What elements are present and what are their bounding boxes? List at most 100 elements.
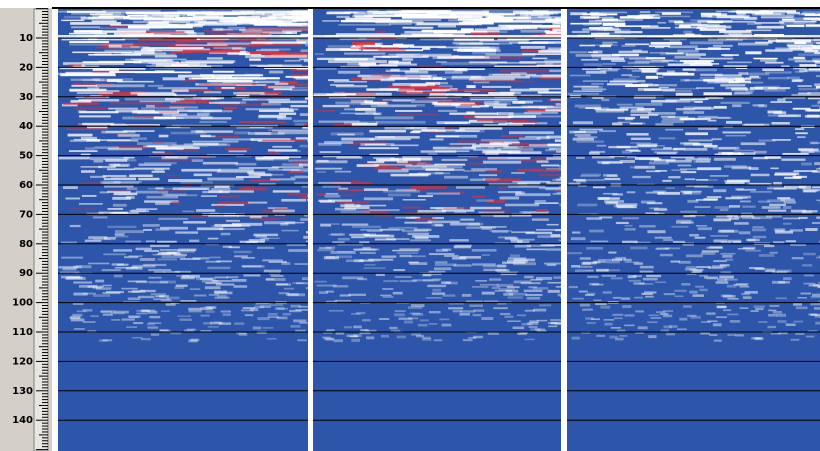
texture-streak <box>526 11 559 15</box>
texture-streak <box>446 146 463 148</box>
texture-streak <box>257 115 284 119</box>
texture-streak <box>632 275 642 278</box>
texture-streak <box>720 229 739 233</box>
texture-streak <box>79 111 119 114</box>
texture-streak <box>584 293 595 296</box>
texture-streak <box>116 263 129 266</box>
texture-streak <box>124 42 189 46</box>
texture-streak <box>256 65 308 68</box>
texture-streak <box>603 28 622 31</box>
texture-streak <box>602 22 626 26</box>
texture-streak <box>716 15 750 19</box>
texture-streak <box>175 44 228 46</box>
texture-streak <box>608 251 617 254</box>
texture-streak <box>222 245 232 248</box>
texture-streak <box>396 252 419 254</box>
texture-streak <box>281 229 299 232</box>
texture-streak <box>471 168 497 171</box>
texture-streak <box>806 335 815 338</box>
texture-streak <box>432 278 442 281</box>
texture-streak <box>209 256 221 259</box>
texture-streak <box>660 329 670 332</box>
texture-streak <box>474 56 525 59</box>
texture-streak <box>366 88 399 91</box>
texture-streak <box>453 94 487 97</box>
texture-streak <box>648 45 671 48</box>
texture-streak <box>791 93 820 97</box>
texture-streak <box>133 322 144 325</box>
texture-streak <box>699 76 727 80</box>
texture-streak <box>158 217 189 220</box>
texture-streak <box>328 233 343 236</box>
texture-streak <box>790 338 800 341</box>
texture-streak <box>239 121 286 123</box>
texture-streak <box>785 14 794 17</box>
texture-streak <box>524 275 534 279</box>
top-border <box>52 7 820 9</box>
texture-streak <box>298 305 308 308</box>
texture-streak <box>290 176 308 179</box>
texture-streak <box>137 93 177 96</box>
texture-streak <box>507 296 523 299</box>
texture-streak <box>560 190 561 193</box>
texture-streak <box>210 96 225 100</box>
texture-streak <box>546 106 561 109</box>
texture-streak <box>694 206 711 209</box>
texture-streak <box>802 188 820 192</box>
texture-streak <box>275 307 285 310</box>
texture-streak <box>95 287 112 290</box>
texture-streak <box>569 74 591 77</box>
texture-streak <box>605 201 618 205</box>
texture-streak <box>480 18 495 20</box>
texture-streak <box>727 333 736 336</box>
texture-streak <box>514 244 532 248</box>
texture-streak <box>301 277 308 281</box>
texture-streak <box>350 98 369 101</box>
texture-streak <box>719 275 734 279</box>
texture-streak <box>227 52 250 55</box>
texture-streak <box>108 44 122 48</box>
texture-streak <box>202 161 239 165</box>
texture-streak <box>390 68 400 72</box>
texture-streak <box>316 284 337 287</box>
texture-streak <box>383 190 421 193</box>
texture-streak <box>375 120 426 124</box>
ruler-label: 20 <box>19 62 33 73</box>
texture-streak <box>437 46 490 49</box>
texture-streak <box>782 222 792 225</box>
texture-streak <box>713 189 727 193</box>
texture-streak <box>158 134 169 138</box>
texture-streak <box>728 217 739 220</box>
texture-streak <box>784 176 802 179</box>
texture-streak <box>797 297 807 299</box>
texture-streak <box>524 338 535 341</box>
texture-streak <box>143 145 165 148</box>
texture-streak <box>172 187 210 190</box>
texture-streak <box>278 52 307 56</box>
texture-streak <box>752 226 764 229</box>
texture-streak <box>653 207 667 211</box>
texture-streak <box>380 334 390 338</box>
texture-streak <box>720 101 750 104</box>
texture-streak <box>82 321 96 323</box>
texture-streak <box>798 87 819 91</box>
texture-streak <box>151 62 201 66</box>
texture-streak <box>598 197 620 200</box>
texture-streak <box>340 204 361 208</box>
texture-streak <box>422 338 432 341</box>
texture-streak <box>663 325 672 329</box>
texture-streak <box>148 281 168 284</box>
texture-streak <box>95 84 145 88</box>
texture-streak <box>720 84 746 87</box>
texture-streak <box>794 60 819 63</box>
texture-streak <box>655 247 669 250</box>
texture-streak <box>171 64 189 67</box>
texture-streak <box>574 134 591 137</box>
texture-streak <box>662 179 672 182</box>
texture-streak <box>769 203 786 206</box>
texture-streak <box>621 44 636 47</box>
texture-streak <box>725 197 743 200</box>
texture-streak <box>140 309 150 313</box>
texture-streak <box>429 93 472 96</box>
texture-streak <box>650 41 682 45</box>
